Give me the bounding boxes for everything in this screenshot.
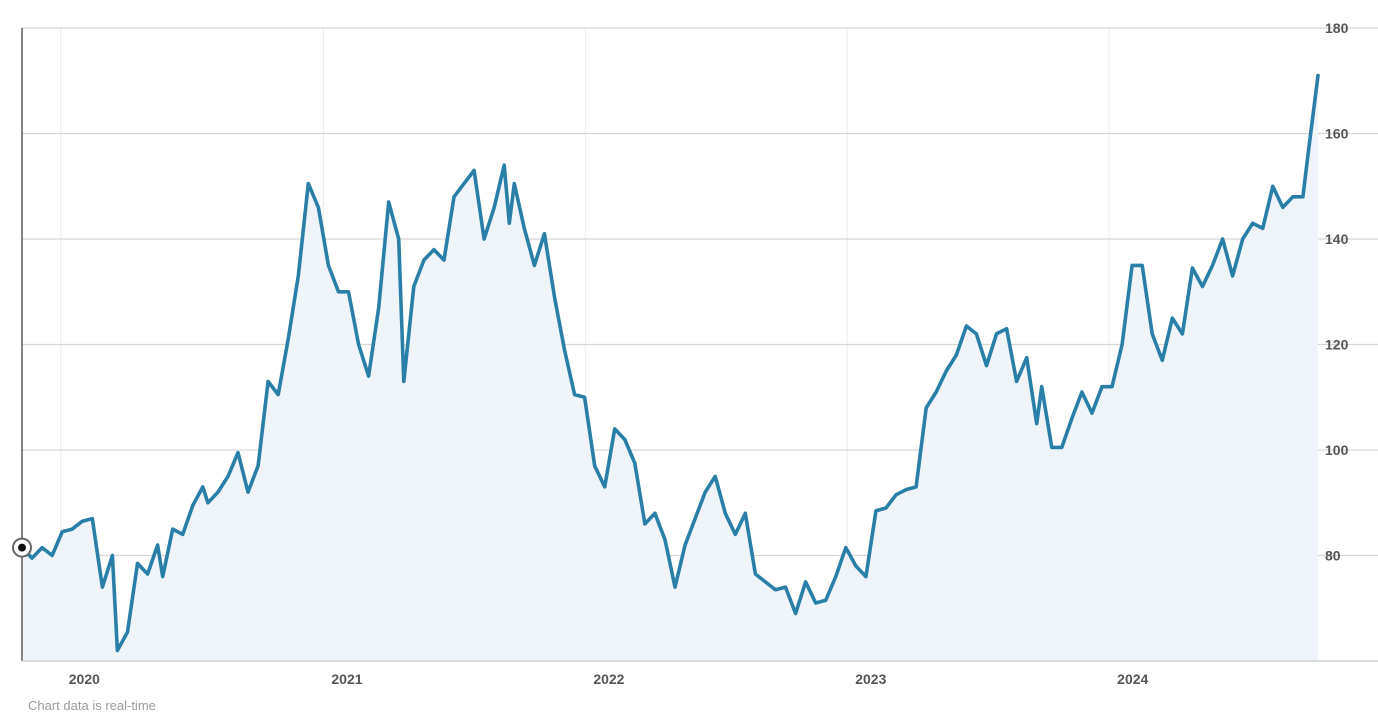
price-line	[20, 73, 1320, 653]
x-tick-label: 2024	[1117, 671, 1148, 687]
chart-data-note: Chart data is real-time	[28, 698, 156, 713]
x-tick-label: 2020	[69, 671, 100, 687]
x-tick-label: 2021	[331, 671, 362, 687]
y-tick-label: 80	[1325, 548, 1341, 564]
y-tick-label: 140	[1325, 231, 1349, 247]
x-tick-label: 2023	[855, 671, 886, 687]
y-axis-ticks: 80 100 120 140 160 180	[1325, 20, 1349, 564]
y-tick-label: 160	[1325, 126, 1349, 142]
x-axis-ticks: 2020 2021 2022 2023 2024	[69, 671, 1149, 687]
price-area-fill	[22, 75, 1318, 661]
start-point-marker[interactable]	[12, 537, 32, 558]
marker-dot[interactable]	[18, 543, 26, 552]
y-tick-label: 180	[1325, 20, 1349, 36]
x-tick-label: 2022	[593, 671, 624, 687]
price-area-chart: 80 100 120 140 160 180 2020 2021 2022 2023 2024	[12, 20, 1378, 687]
y-tick-label: 120	[1325, 337, 1349, 353]
y-tick-label: 100	[1325, 442, 1349, 458]
